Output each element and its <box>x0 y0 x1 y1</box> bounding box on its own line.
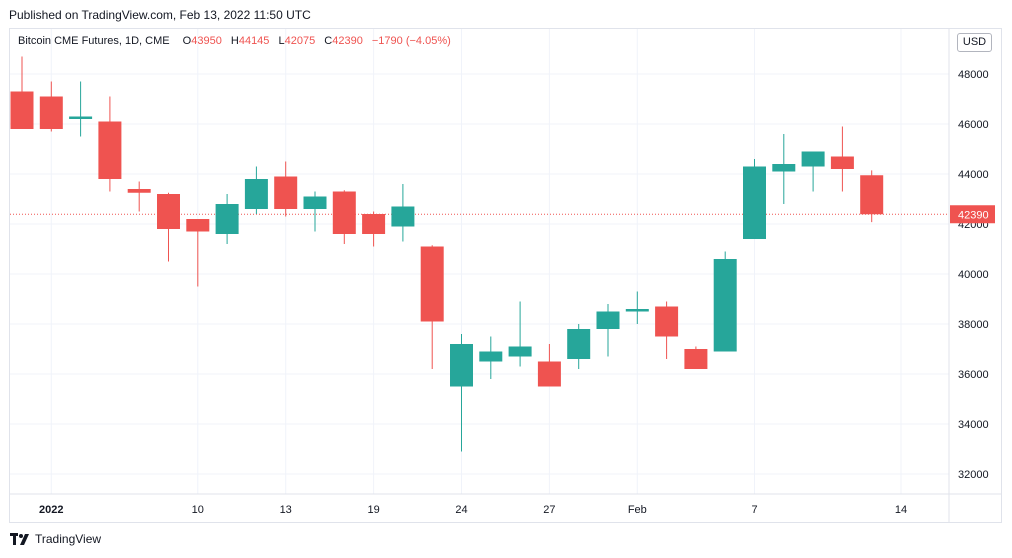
candle <box>127 181 151 212</box>
candle-body <box>69 116 93 119</box>
candle-body <box>567 329 591 359</box>
candle <box>362 211 386 247</box>
candle-body <box>596 311 620 329</box>
candle <box>713 251 737 352</box>
close-label: C <box>324 35 333 47</box>
candle <box>332 190 356 244</box>
y-tick-label: 32000 <box>958 469 989 481</box>
candle-body <box>420 246 444 322</box>
candle-body <box>801 151 825 167</box>
published-caption: Published on TradingView.com, Feb 13, 20… <box>9 8 311 22</box>
open-value: 43950 <box>191 35 222 47</box>
candle <box>274 161 298 217</box>
low-label: L <box>278 35 285 47</box>
candle-body <box>186 219 210 232</box>
candle-body <box>450 344 473 387</box>
candle-body <box>303 196 327 209</box>
candle-body <box>743 166 766 239</box>
x-tick-label: 2022 <box>39 504 63 516</box>
candle <box>684 346 708 369</box>
candle-body <box>772 164 796 172</box>
candle-body <box>713 259 737 352</box>
high-value: 44145 <box>238 35 270 47</box>
candle <box>420 245 444 369</box>
candle <box>537 344 561 387</box>
candle-body <box>332 191 356 234</box>
x-tick-label: 19 <box>367 504 379 516</box>
tradingview-logo[interactable]: TradingView <box>10 532 101 546</box>
x-tick-label: Feb <box>628 504 647 516</box>
y-tick-label: 36000 <box>958 369 989 381</box>
candle <box>860 170 884 223</box>
candle-body <box>537 361 561 387</box>
candle-body <box>274 176 298 209</box>
y-tick-label: 38000 <box>958 319 989 331</box>
low-value: 42075 <box>284 35 316 47</box>
candle-body <box>244 179 268 209</box>
candle <box>625 291 649 324</box>
candle-body <box>684 349 708 369</box>
tradingview-brand: TradingView <box>35 532 102 546</box>
candle-body <box>157 194 180 229</box>
candle-body <box>860 175 884 215</box>
candle <box>567 324 591 369</box>
candle <box>772 134 796 204</box>
candle-body <box>479 351 503 362</box>
x-tick-label: 14 <box>895 504 907 516</box>
x-tick-label: 13 <box>280 504 292 516</box>
candle-body <box>625 309 649 312</box>
x-tick-label: 24 <box>455 504 467 516</box>
candle <box>801 151 825 192</box>
candle <box>508 301 532 367</box>
candle <box>830 126 854 192</box>
open-label: O <box>182 35 192 47</box>
candle-body <box>39 96 63 129</box>
y-tick-label: 34000 <box>958 419 989 431</box>
candle-body <box>830 156 854 169</box>
y-tick-label: 46000 <box>958 119 989 131</box>
candle <box>450 334 473 452</box>
x-tick-label: 7 <box>751 504 757 516</box>
candle-body <box>655 306 679 337</box>
last-price-tag <box>950 205 995 224</box>
change-value: −1790 (−4.05%) <box>371 35 451 47</box>
close-value: 42390 <box>332 35 363 47</box>
candle <box>244 166 268 214</box>
y-tick-label: 40000 <box>958 269 989 281</box>
candle <box>39 81 63 132</box>
chart-frame <box>9 28 1002 523</box>
candle-body <box>98 121 122 179</box>
candle <box>10 56 34 129</box>
candle <box>743 159 766 239</box>
x-tick-label: 10 <box>192 504 204 516</box>
candle-body <box>127 189 151 193</box>
candle <box>479 336 503 379</box>
candle <box>391 184 415 242</box>
candle-body <box>362 214 386 234</box>
candle-body <box>508 346 532 357</box>
candle <box>655 301 679 359</box>
candle-body <box>10 91 34 129</box>
candle <box>596 304 620 357</box>
candle <box>186 219 210 287</box>
currency-button[interactable]: USD <box>957 33 992 52</box>
tradingview-logo-icon <box>10 533 29 545</box>
chart-legend: Bitcoin CME Futures, 1D, CME O43950 H441… <box>18 35 451 47</box>
candle <box>157 192 180 262</box>
candle <box>303 191 327 232</box>
last-price-label: 42390 <box>958 209 989 221</box>
candle-body <box>391 206 415 227</box>
candle <box>69 81 93 137</box>
candle-body <box>215 204 239 234</box>
high-label: H <box>230 35 239 47</box>
candle <box>98 96 122 192</box>
symbol-title: Bitcoin CME Futures, 1D, CME <box>18 35 170 47</box>
y-tick-label: 48000 <box>958 69 989 81</box>
y-tick-label: 44000 <box>958 169 989 181</box>
x-tick-label: 27 <box>543 504 555 516</box>
candle <box>215 194 239 244</box>
